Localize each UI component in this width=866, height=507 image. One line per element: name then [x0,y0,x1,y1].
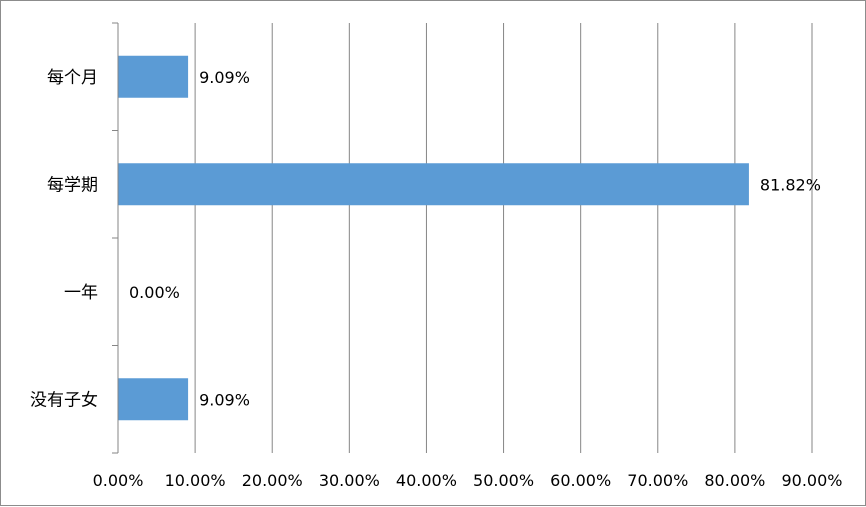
x-tick-label: 50.00% [473,471,534,490]
bar [118,378,189,421]
category-label: 一年 [64,283,98,303]
data-label: 9.09% [199,68,250,87]
data-label: 9.09% [199,390,250,409]
data-label: 0.00% [129,283,180,302]
x-tick-label: 10.00% [165,471,226,490]
category-label: 每学期 [47,175,98,195]
x-tick-label: 0.00% [93,471,144,490]
category-label: 每个月 [47,68,98,88]
data-label: 81.82% [760,175,821,194]
x-tick-label: 40.00% [396,471,457,490]
bar [118,163,749,206]
x-tick-label: 70.00% [627,471,688,490]
grid-lines [194,23,813,453]
x-tick-label: 30.00% [319,471,380,490]
x-tick-label: 80.00% [704,471,765,490]
axes [112,22,119,454]
x-tick-label: 60.00% [550,471,611,490]
category-label: 没有子女 [30,390,98,410]
bar [118,55,189,98]
bars [118,55,749,421]
labels: 0.00% 10.00% 20.00% 30.00% 40.00% 50.00% 60.00… [30,68,843,490]
x-tick-label: 20.00% [242,471,303,490]
x-tick-label: 90.00% [781,471,842,490]
